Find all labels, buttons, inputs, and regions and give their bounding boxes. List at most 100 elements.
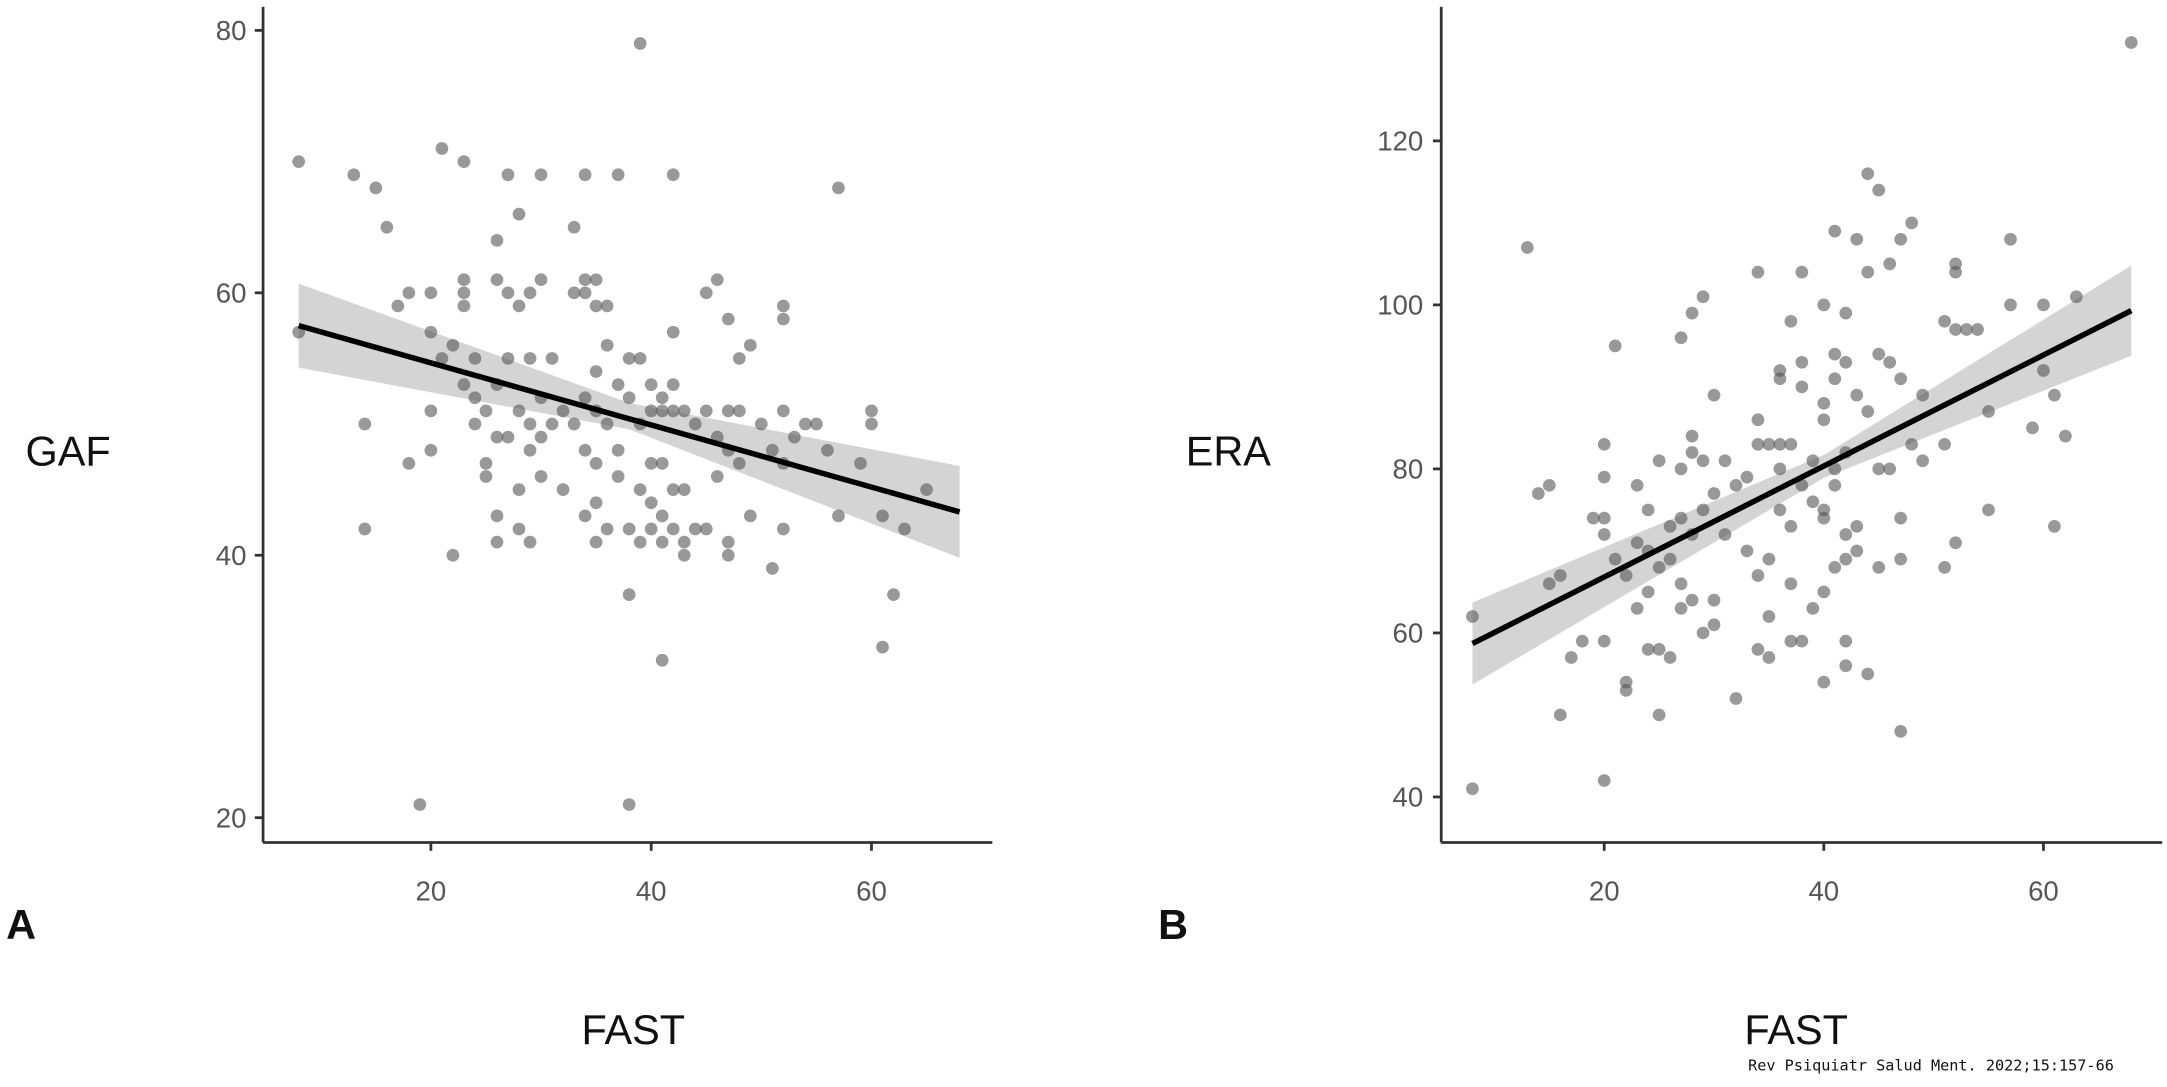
- data-point: [666, 404, 680, 418]
- data-point: [1883, 462, 1897, 476]
- data-point: [1674, 511, 1688, 525]
- data-point: [545, 417, 559, 431]
- data-point: [1685, 593, 1699, 607]
- data-point: [2048, 519, 2061, 533]
- data-point: [721, 535, 735, 549]
- data-point: [578, 286, 592, 300]
- data-point: [1795, 478, 1809, 492]
- data-point: [754, 417, 768, 431]
- data-point: [1707, 618, 1721, 632]
- data-point: [743, 338, 757, 352]
- data-point: [688, 417, 702, 431]
- data-point: [677, 483, 691, 496]
- data-point: [732, 352, 746, 365]
- data-point: [1696, 626, 1710, 640]
- data-point: [2048, 388, 2061, 402]
- data-point: [1916, 454, 1929, 468]
- data-point: [1729, 478, 1743, 492]
- data-point: [1784, 634, 1798, 648]
- y-tick-label: 80: [216, 15, 247, 46]
- data-point: [600, 522, 614, 536]
- data-point: [545, 352, 559, 365]
- data-point: [1773, 437, 1787, 451]
- data-point: [1938, 560, 1951, 574]
- data-point: [611, 470, 625, 483]
- panel-a-scatter: 20 40 60 80 20 40 60 GAF FAST A: [6, 6, 993, 1053]
- data-point: [1949, 323, 1962, 336]
- data-point: [534, 430, 548, 444]
- data-point: [512, 207, 526, 221]
- data-point: [699, 286, 713, 300]
- x-tick-label: 40: [636, 876, 667, 907]
- data-point: [710, 470, 724, 483]
- data-point: [1817, 511, 1831, 525]
- data-point: [1466, 782, 1479, 796]
- data-point: [1894, 372, 1908, 386]
- data-point: [666, 483, 680, 496]
- data-point: [556, 404, 570, 418]
- y-tick-label: 80: [1393, 454, 1424, 485]
- data-point: [1795, 355, 1809, 369]
- data-point: [1707, 388, 1721, 402]
- data-point: [424, 443, 438, 457]
- data-point: [2037, 364, 2050, 377]
- data-point: [644, 522, 658, 536]
- data-point: [655, 391, 669, 405]
- data-point: [1641, 642, 1655, 656]
- data-point: [1597, 470, 1611, 484]
- data-point: [567, 286, 581, 300]
- data-point: [1817, 413, 1831, 427]
- data-point: [578, 443, 592, 457]
- data-point: [1872, 183, 1886, 197]
- data-point: [1817, 585, 1831, 599]
- data-point: [2059, 429, 2072, 443]
- data-point: [490, 430, 504, 444]
- data-point: [622, 391, 636, 405]
- data-point: [1608, 339, 1622, 353]
- data-point: [622, 798, 636, 811]
- data-point: [1674, 577, 1688, 591]
- data-point: [589, 457, 603, 470]
- data-point: [1795, 265, 1809, 279]
- data-point: [556, 483, 570, 496]
- data-point: [721, 548, 735, 562]
- data-point: [1861, 265, 1875, 279]
- data-point: [1905, 216, 1919, 230]
- regression-line: [1471, 308, 2133, 647]
- data-point: [1817, 298, 1831, 312]
- data-point: [1641, 585, 1655, 599]
- data-point: [1872, 347, 1886, 361]
- data-point: [1630, 478, 1644, 492]
- data-point: [501, 168, 515, 182]
- data-point: [501, 286, 515, 300]
- data-point: [677, 535, 691, 549]
- data-point: [1773, 372, 1787, 386]
- data-point: [898, 522, 911, 536]
- data-point: [1751, 413, 1765, 427]
- data-point: [1828, 560, 1842, 574]
- x-tick-label: 20: [416, 876, 447, 907]
- data-point: [777, 522, 790, 536]
- data-point: [854, 457, 867, 470]
- y-tick-label: 40: [216, 540, 247, 571]
- x-tick-label: 60: [856, 876, 887, 907]
- data-point: [567, 220, 581, 234]
- data-point: [1960, 323, 1973, 336]
- data-point: [1652, 560, 1666, 574]
- data-point: [446, 338, 460, 352]
- data-point: [457, 155, 471, 168]
- data-point: [1652, 642, 1666, 656]
- data-point: [2004, 232, 2017, 246]
- data-point: [1597, 634, 1611, 648]
- data-point: [611, 378, 625, 392]
- data-point: [424, 286, 438, 300]
- data-point: [292, 155, 306, 168]
- data-point: [1663, 519, 1677, 533]
- data-point: [1553, 708, 1567, 722]
- data-point: [1718, 528, 1732, 541]
- data-point: [1883, 257, 1897, 271]
- data-point: [490, 509, 504, 523]
- data-point: [578, 168, 592, 182]
- x-tick-label: 40: [1808, 876, 1839, 907]
- data-point: [655, 404, 669, 418]
